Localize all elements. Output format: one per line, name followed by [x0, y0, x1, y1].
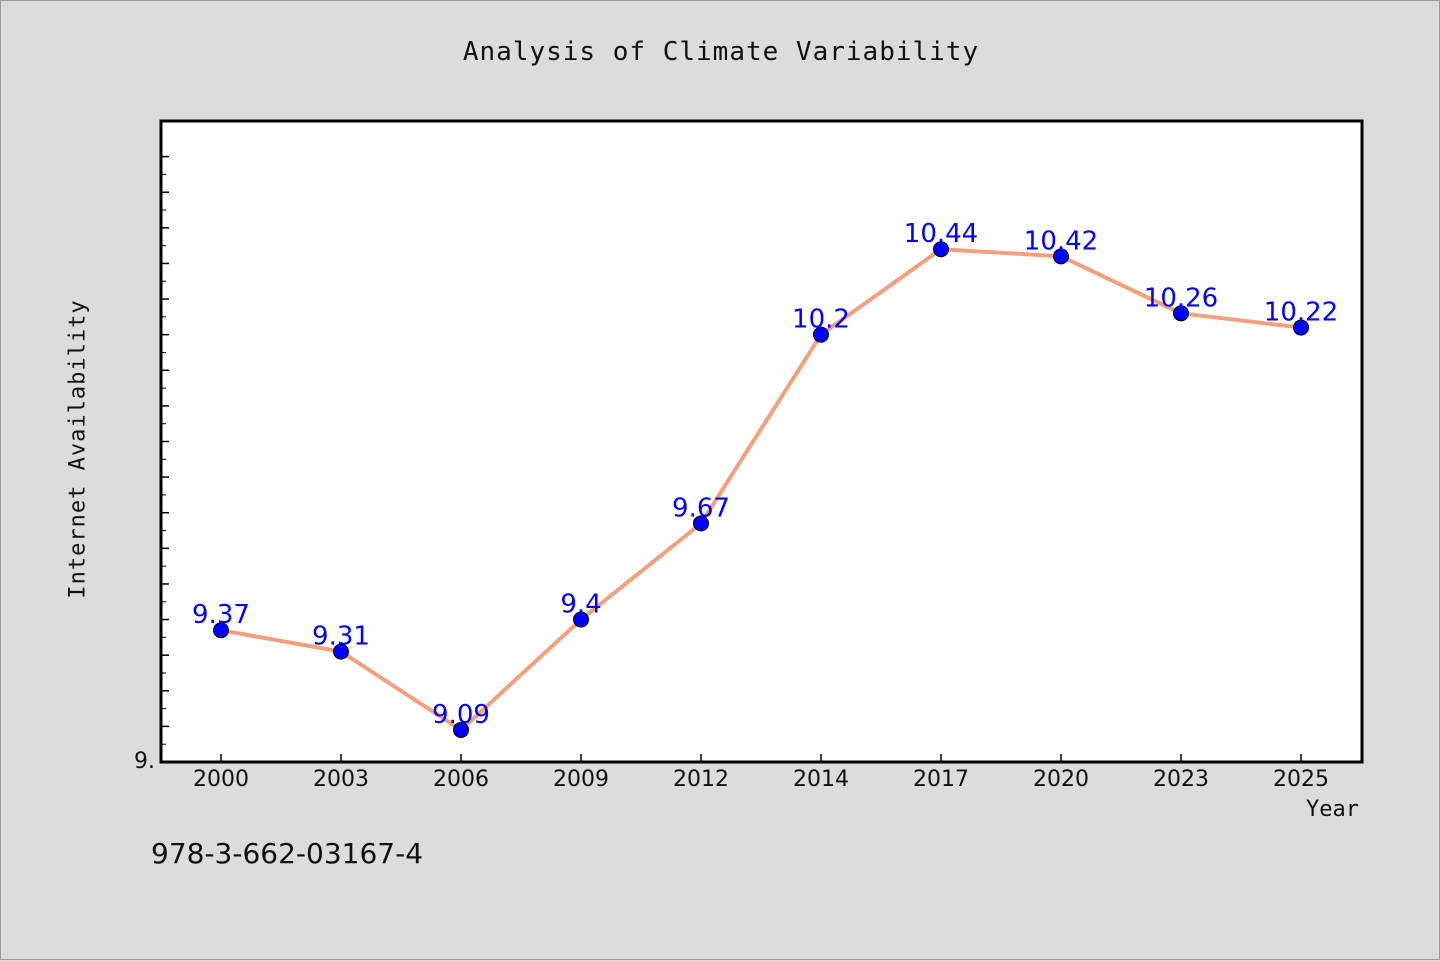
- data-point: [1173, 305, 1189, 322]
- x-axis-ticks: 2000 2003 2006 2009 2012 2014 2017 2020 2023 2025: [193, 754, 1329, 792]
- x-tick-label: 2000: [193, 767, 249, 792]
- data-point: [1053, 248, 1069, 265]
- data-point: [693, 515, 709, 532]
- y-tick-label: 9.: [134, 749, 155, 774]
- data-label: 9.67: [672, 493, 730, 523]
- data-point: [573, 611, 589, 628]
- series-line: [220, 247, 1302, 732]
- data-point: [213, 622, 229, 639]
- data-labels: 9.37 9.31 9.09 9.4 9.67 10.2 10.44 10.42 10.26 10…: [192, 219, 1338, 730]
- data-point: [1293, 319, 1309, 336]
- data-label: 10.2: [792, 305, 850, 335]
- x-tick-label: 2014: [793, 767, 849, 792]
- data-point: [333, 643, 349, 660]
- chart-title: Analysis of Climate Variability: [462, 37, 980, 67]
- x-axis-label: Year: [1306, 797, 1359, 822]
- x-tick-label: 2020: [1033, 767, 1089, 792]
- data-label: 10.26: [1144, 283, 1218, 313]
- data-point: [813, 326, 829, 343]
- plot-area: [159, 119, 1364, 764]
- data-label: 9.09: [432, 700, 490, 730]
- data-label: 10.42: [1024, 226, 1098, 256]
- x-tick-label: 2023: [1153, 767, 1209, 792]
- data-point: [453, 721, 469, 738]
- data-label: 10.44: [904, 219, 978, 249]
- data-label: 9.31: [312, 622, 370, 652]
- data-label: 9.4: [560, 590, 601, 620]
- data-label: 10.22: [1264, 298, 1338, 328]
- series-markers: [213, 241, 1309, 738]
- x-tick-label: 2017: [913, 767, 969, 792]
- data-point: [933, 241, 949, 258]
- x-tick-label: 2025: [1273, 767, 1329, 792]
- data-label: 9.37: [192, 600, 250, 630]
- x-tick-label: 2006: [433, 767, 489, 792]
- y-axis-ticks: 9.: [134, 155, 169, 774]
- isbn-text: 978-3-662-03167-4: [151, 837, 424, 870]
- series-line-group: [220, 247, 1302, 732]
- x-tick-label: 2012: [673, 767, 729, 792]
- x-tick-label: 2009: [553, 767, 609, 792]
- x-tick-label: 2003: [313, 767, 369, 792]
